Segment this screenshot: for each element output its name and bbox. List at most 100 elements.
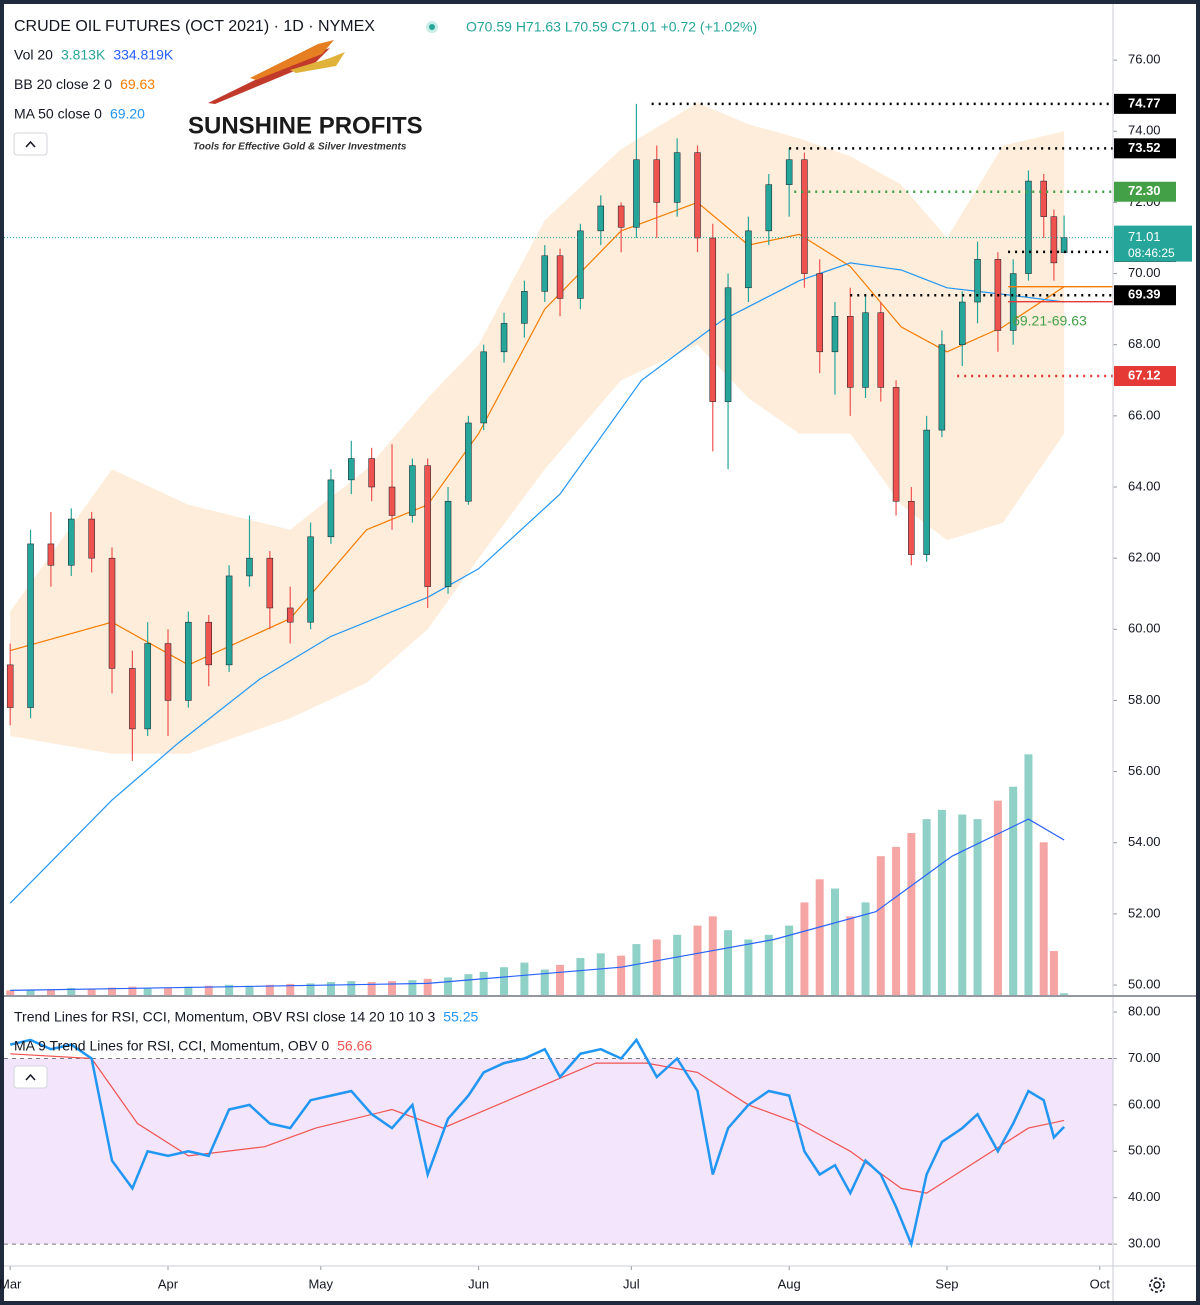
volume-bar xyxy=(204,985,213,995)
volume-bar xyxy=(876,856,885,995)
volume-bar xyxy=(245,985,254,995)
volume-bar xyxy=(423,978,432,995)
candle-body xyxy=(724,287,732,402)
volume-bar xyxy=(724,930,733,995)
indicator-label: BB 20 close 2 0 xyxy=(14,76,112,92)
volume-bar xyxy=(520,962,529,995)
rsi-legend: MA 9 Trend Lines for RSI, CCI, Momentum,… xyxy=(14,1038,329,1054)
volume-bar xyxy=(1060,993,1069,995)
x-tick-label: Mar xyxy=(0,1276,22,1291)
candle-body xyxy=(205,621,212,666)
level-label: 67.12 xyxy=(1128,367,1161,382)
volume-bar xyxy=(46,989,55,995)
volume-bar xyxy=(673,934,682,995)
logo-tagline: Tools for Effective Gold & Silver Invest… xyxy=(193,142,407,153)
status-dot-core xyxy=(429,24,435,30)
volume-bar xyxy=(464,974,473,995)
candle-body xyxy=(424,465,431,587)
candle-body xyxy=(959,301,966,345)
indicator-value: 334.819K xyxy=(113,47,174,63)
chart-title: CRUDE OIL FUTURES (OCT 2021) · 1D · NYME… xyxy=(14,18,375,35)
candle-body xyxy=(286,607,294,623)
candle-body xyxy=(709,237,717,402)
candle-body xyxy=(556,255,564,299)
rsi-y-tick-label: 40.00 xyxy=(1128,1189,1161,1204)
candle-body xyxy=(27,543,34,708)
gear-icon-center xyxy=(1153,1281,1161,1289)
rsi-reading: 56.66 xyxy=(337,1038,372,1054)
volume-bar xyxy=(576,957,585,995)
candle-body xyxy=(923,429,930,555)
indicator-value: 3.813K xyxy=(61,47,106,63)
candle-body xyxy=(6,664,14,708)
y-tick-label: 50.00 xyxy=(1128,976,1161,991)
candle-body xyxy=(745,230,752,289)
button-frame[interactable] xyxy=(13,132,48,156)
volume-ma-line xyxy=(10,818,1065,991)
candle-body xyxy=(1060,237,1068,253)
candle-body xyxy=(801,159,808,274)
indicator-value: 69.20 xyxy=(110,106,145,122)
settings-button[interactable] xyxy=(1149,1277,1165,1293)
rsi-y-tick-label: 60.00 xyxy=(1128,1096,1161,1111)
candle-body xyxy=(617,205,625,228)
volume-bar xyxy=(846,916,855,995)
last-price-label: 71.01 xyxy=(1128,229,1161,244)
logo: SUNSHINE PROFITS Tools for Effective Gol… xyxy=(188,40,423,153)
candle-body xyxy=(47,543,55,566)
candle-body xyxy=(327,479,335,538)
rsi-reading: 55.25 xyxy=(443,1009,478,1025)
y-tick-label: 66.00 xyxy=(1128,407,1161,422)
candle-body xyxy=(185,621,192,701)
candle-body xyxy=(892,387,900,502)
indicator-label: Vol 20 xyxy=(14,47,53,63)
y-tick-label: 58.00 xyxy=(1128,692,1161,707)
x-tick-label: Sep xyxy=(935,1276,958,1291)
candle-body xyxy=(816,273,823,353)
level-label: 73.52 xyxy=(1128,140,1161,155)
y-tick-label: 60.00 xyxy=(1128,621,1161,636)
x-tick-label: Jun xyxy=(468,1276,489,1291)
volume-bar xyxy=(892,846,901,995)
candle-body xyxy=(409,465,416,516)
y-tick-label: 76.00 xyxy=(1128,52,1161,67)
volume-bar xyxy=(67,988,76,995)
candle-body xyxy=(541,255,549,292)
overlay: 50.00 52.00 54.00 56.00 58.00 60.00 62.00 64.00… xyxy=(0,18,1192,1291)
volume-bar xyxy=(922,819,931,995)
collapse-button[interactable] xyxy=(13,132,48,156)
countdown-label: 08:46:25 xyxy=(1128,246,1175,260)
volume-bar xyxy=(306,983,315,995)
candle-body xyxy=(694,152,701,239)
logo-title: SUNSHINE PROFITS xyxy=(188,112,423,139)
button-frame[interactable] xyxy=(13,1065,48,1089)
volume-bar xyxy=(128,986,137,995)
volume-bar xyxy=(744,939,753,995)
gear-icon[interactable] xyxy=(1149,1277,1165,1293)
x-tick-label: Oct xyxy=(1090,1276,1111,1291)
level-tag xyxy=(1114,93,1176,114)
candle-body xyxy=(862,312,869,388)
button-icon xyxy=(25,1073,36,1081)
candle-body xyxy=(348,458,355,481)
button-icon xyxy=(25,140,36,148)
level-label: 69.39 xyxy=(1128,287,1161,302)
rsi-legend: Trend Lines for RSI, CCI, Momentum, OBV … xyxy=(14,1009,435,1025)
candle-body xyxy=(500,323,508,353)
rsi-band xyxy=(4,1058,1113,1245)
price-pane xyxy=(4,102,1113,995)
volume-bar xyxy=(800,902,809,995)
volume-bar xyxy=(143,988,152,995)
rsi-line xyxy=(9,1037,1065,1249)
volume-bar xyxy=(1024,754,1033,995)
candle-body xyxy=(68,518,75,566)
x-tick-label: Apr xyxy=(158,1276,179,1291)
candle-body xyxy=(444,500,452,587)
volume-bar xyxy=(861,902,870,995)
volume-bar xyxy=(958,814,967,995)
volume-bar xyxy=(444,977,453,995)
collapse-button[interactable] xyxy=(13,1065,48,1089)
indicator-value: 69.63 xyxy=(120,76,155,92)
volume-bar xyxy=(556,964,565,995)
candle-body xyxy=(847,316,854,388)
